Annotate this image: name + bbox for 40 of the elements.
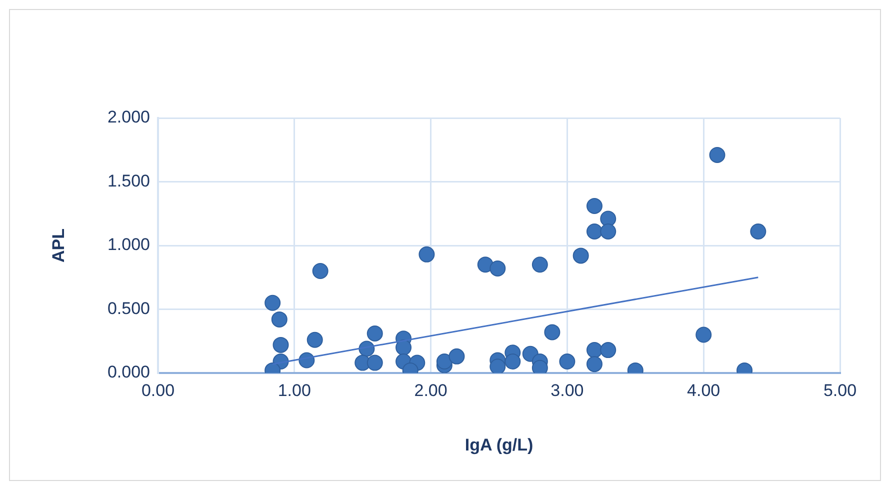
- point: [366, 354, 383, 371]
- point: [448, 348, 465, 364]
- x-tick-label: 2.00: [414, 380, 448, 400]
- point: [418, 246, 435, 262]
- point: [586, 198, 602, 214]
- x-tick-label: 4.00: [687, 380, 720, 400]
- point: [559, 354, 576, 370]
- y-axis-title: APL: [48, 228, 68, 262]
- point: [436, 354, 452, 370]
- point: [586, 356, 602, 372]
- point: [312, 263, 328, 279]
- point: [490, 358, 506, 373]
- y-tick-label: 0.000: [107, 362, 150, 382]
- point: [600, 210, 616, 227]
- point: [490, 260, 506, 276]
- point: [696, 326, 712, 343]
- point: [366, 325, 383, 342]
- y-tick-label: 0.500: [107, 298, 150, 318]
- point: [600, 223, 616, 240]
- y-tick-label: 1.500: [107, 171, 150, 190]
- point: [709, 146, 726, 163]
- point: [306, 332, 323, 348]
- point: [750, 223, 766, 240]
- point: [504, 354, 521, 370]
- y-tick-label: 1.000: [107, 235, 150, 254]
- point: [544, 324, 560, 340]
- y-tick-label: 2.000: [107, 108, 150, 127]
- point: [600, 342, 616, 358]
- point: [264, 294, 281, 311]
- point: [272, 336, 289, 353]
- x-tick-label: 3.00: [550, 380, 584, 400]
- point: [586, 223, 602, 240]
- x-tick-label: 0.00: [141, 380, 175, 400]
- x-tick-label: 5.00: [823, 380, 857, 400]
- point: [572, 248, 589, 264]
- x-axis-title: IgA (g/L): [464, 435, 534, 454]
- point: [532, 256, 548, 273]
- point: [271, 311, 288, 328]
- x-tick-label: 1.00: [278, 380, 311, 400]
- point: [477, 256, 494, 273]
